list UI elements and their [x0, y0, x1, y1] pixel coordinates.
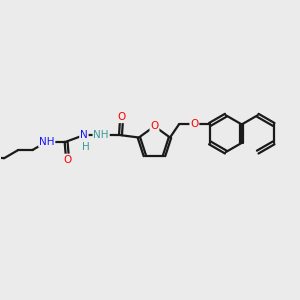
Text: NH: NH [93, 130, 109, 140]
Text: O: O [64, 154, 72, 164]
Text: H: H [82, 142, 89, 152]
Text: NH: NH [39, 137, 55, 147]
Text: O: O [118, 112, 126, 122]
Text: N: N [80, 130, 88, 140]
Text: O: O [190, 119, 199, 129]
Text: O: O [150, 121, 159, 131]
